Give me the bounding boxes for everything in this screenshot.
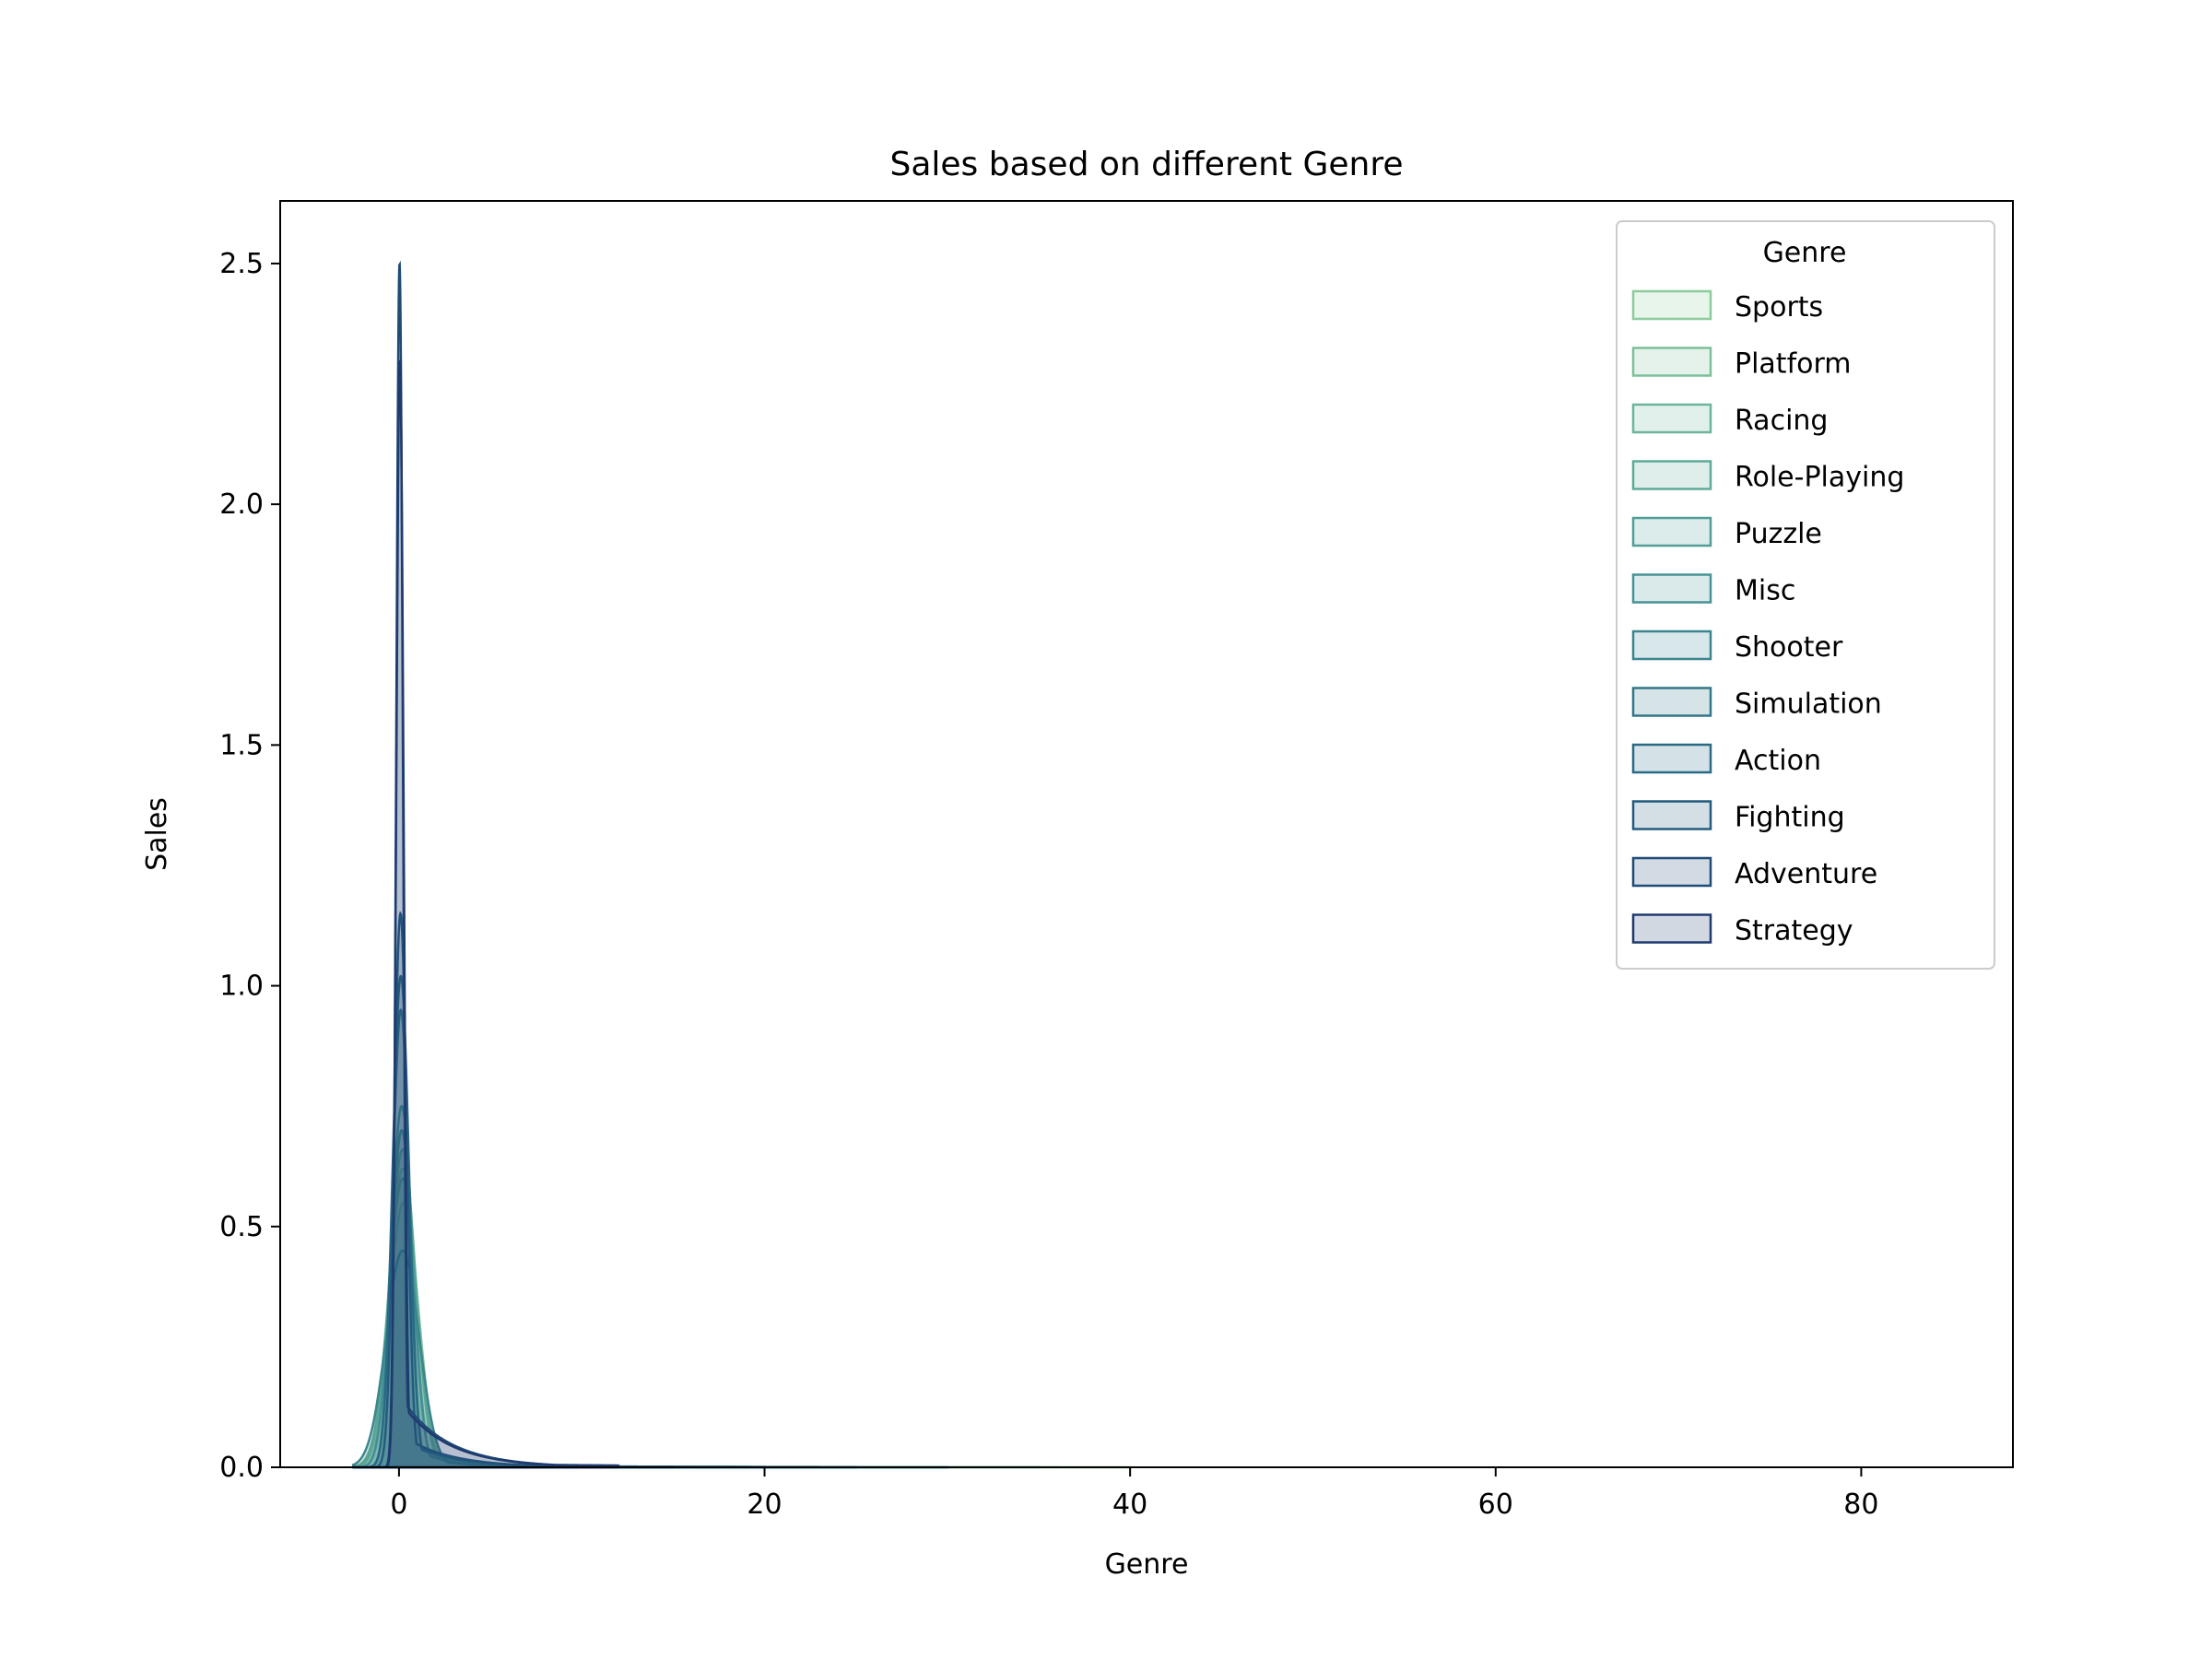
legend-label: Racing [1735, 405, 1828, 437]
legend-item-simulation: Simulation [1631, 687, 1882, 721]
legend-label: Simulation [1735, 688, 1882, 721]
legend-item-fighting: Fighting [1631, 800, 1845, 834]
legend-swatch [1631, 800, 1712, 830]
y-tick-label: 2.0 [219, 488, 264, 521]
legend-swatch [1631, 516, 1712, 547]
legend-label: Role-Playing [1735, 462, 1904, 494]
legend-label: Strategy [1735, 915, 1853, 947]
y-axis-label: Sales [141, 797, 173, 871]
plot-areas [351, 260, 1132, 1469]
y-tick-label: 0.5 [219, 1211, 264, 1243]
y-axis-ticks: 0.0 0.5 1.0 1.5 2.0 2.5 [219, 248, 280, 1484]
x-axis-ticks: 0 20 40 60 80 [390, 1467, 1878, 1521]
legend-title: Genre [1763, 237, 1847, 269]
legend-swatch [1631, 347, 1712, 377]
legend-item-strategy: Strategy [1631, 913, 1853, 947]
legend-label: Action [1735, 745, 1821, 777]
y-tick-label: 1.5 [219, 729, 264, 761]
x-tick-label: 40 [1112, 1488, 1147, 1521]
legend-label: Fighting [1735, 802, 1845, 834]
legend-swatch [1631, 913, 1712, 944]
area-racing [352, 1147, 1041, 1469]
area-sports [352, 1167, 1132, 1469]
legend-label: Puzzle [1735, 518, 1822, 550]
x-tick-label: 0 [390, 1488, 407, 1521]
area-role-playing [352, 1177, 949, 1469]
legend-swatch [1631, 687, 1712, 717]
legend-swatch [1631, 629, 1712, 661]
legend-item-role-playing: Role-Playing [1631, 460, 1904, 494]
area-strategy [353, 359, 620, 1469]
legend-swatch [1631, 743, 1712, 774]
legend-swatch [1631, 289, 1712, 321]
legend-label: Sports [1735, 291, 1823, 324]
legend-swatch [1631, 403, 1712, 434]
legend-label: Misc [1735, 575, 1795, 607]
legend-swatch [1631, 856, 1712, 888]
area-action [353, 974, 857, 1469]
legend-item-racing: Racing [1631, 403, 1828, 437]
legend-label: Adventure [1735, 858, 1877, 890]
legend-item-puzzle: Puzzle [1631, 516, 1822, 550]
legend-item-adventure: Adventure [1631, 856, 1877, 890]
chart-title: Sales based on different Genre [889, 146, 1403, 183]
x-tick-label: 80 [1843, 1488, 1878, 1521]
y-tick-label: 0.0 [219, 1452, 264, 1484]
legend-swatch [1631, 460, 1712, 490]
plot-frame [279, 200, 2014, 1468]
y-tick-label: 1.0 [219, 971, 264, 1003]
legend-items: Sports Platform Racing Role-Playing Puzzle Mi… [1631, 289, 1904, 947]
legend-item-sports: Sports [1631, 289, 1823, 324]
legend-item-platform: Platform [1631, 347, 1852, 381]
legend-label: Shooter [1735, 631, 1843, 664]
legend-label: Platform [1735, 348, 1852, 381]
y-tick-label: 2.5 [219, 248, 264, 280]
area-shooter [352, 1249, 949, 1469]
legend: Genre Sports Platform Racing Role-Playing Pu… [1616, 220, 1995, 970]
x-tick-label: 60 [1478, 1488, 1513, 1521]
area-platform [352, 1201, 949, 1469]
legend-item-misc: Misc [1631, 573, 1795, 607]
x-axis-label: Genre [1105, 1548, 1189, 1581]
legend-item-action: Action [1631, 743, 1821, 777]
legend-item-shooter: Shooter [1631, 629, 1843, 664]
x-tick-label: 20 [747, 1488, 782, 1521]
legend-swatch [1631, 573, 1712, 604]
